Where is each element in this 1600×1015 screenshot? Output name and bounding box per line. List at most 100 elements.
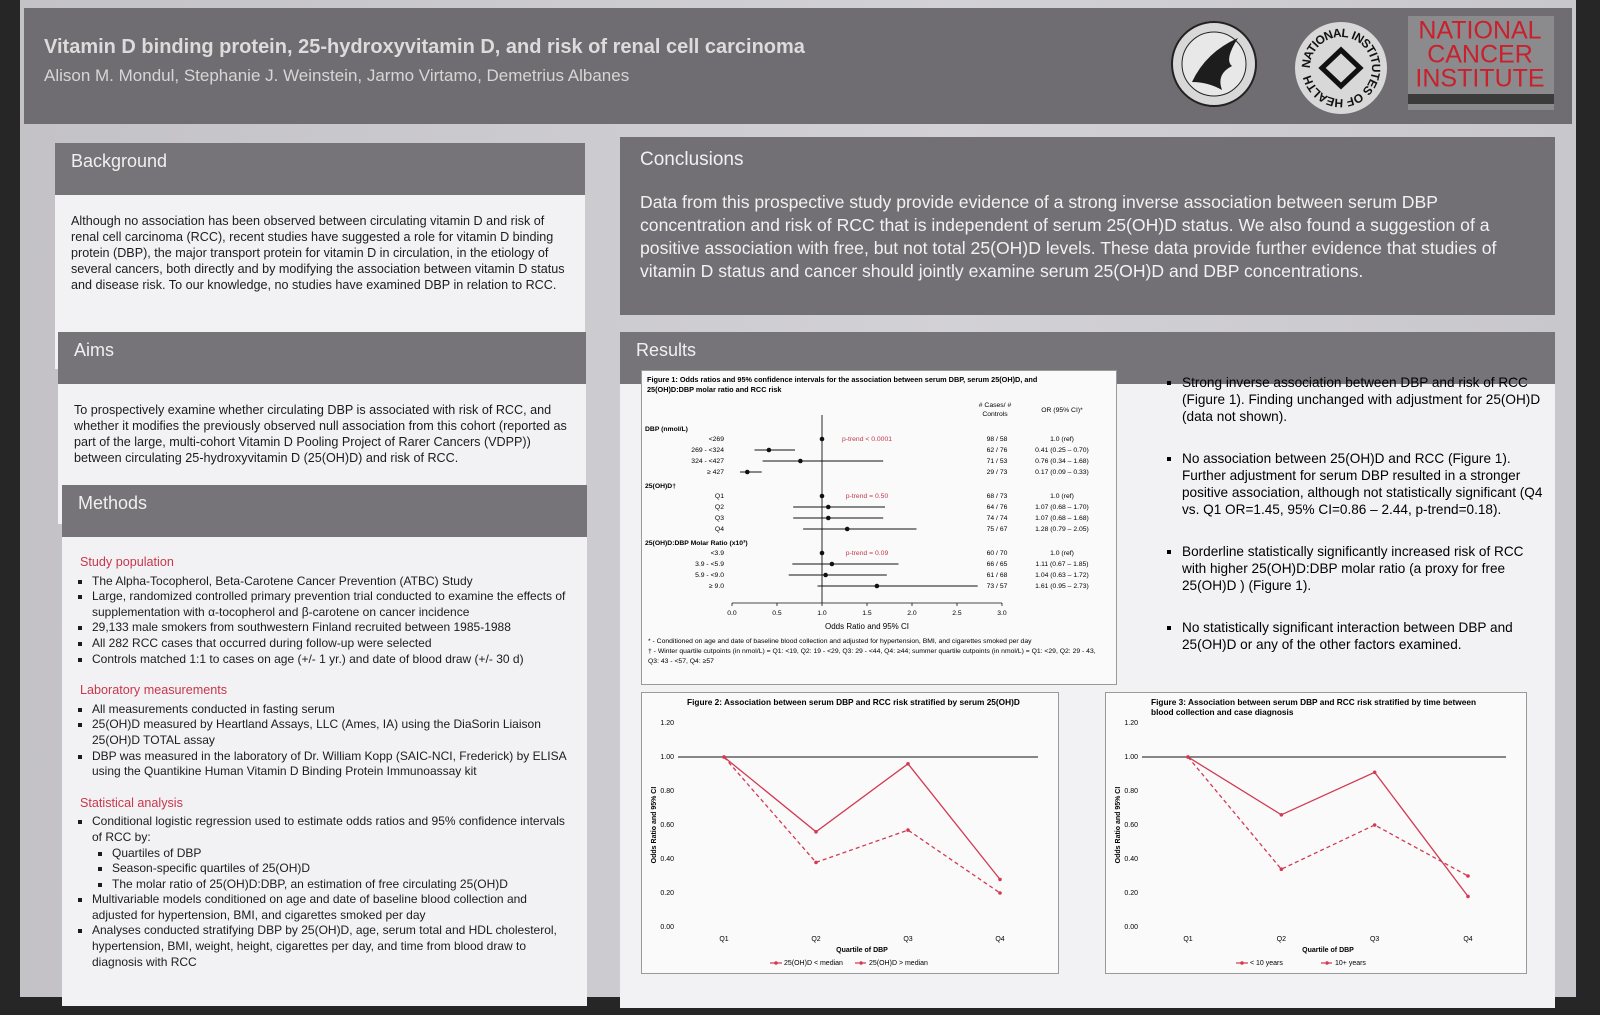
line-chart: 0.00 0.20 0.40 0.60 0.80 1.00 1.20 Q1 Q2 Q3 Q4 Quar… [1115, 720, 1506, 967]
poster-title: Vitamin D binding protein, 25-hydroxyvit… [44, 36, 805, 58]
nci-line: NATIONAL [1418, 17, 1541, 45]
x-tick-label: 0.0 [727, 610, 737, 617]
point [1466, 894, 1470, 899]
cases: 29 / 73 [987, 469, 1008, 476]
y-axis-label: Odds Ratio and 95% CI [1115, 787, 1122, 864]
x-tick-label: 3.0 [997, 610, 1007, 617]
logos: NATIONAL INSTITUTES OF HEALTH NATIONAL C… [1171, 16, 1554, 114]
group-label: 25(OH)D:DBP Molar Ratio (x10³) [645, 540, 748, 547]
conclusions-section: Conclusions Data from this prospective s… [620, 137, 1555, 315]
line-chart: 0.00 0.20 0.40 0.60 0.80 1.00 1.20 Q1 Q2 Q3 Q4 Quar… [651, 720, 1038, 967]
section-text: Data from this prospective study provide… [640, 192, 1497, 281]
x-tick-label: 2.5 [952, 610, 962, 617]
or-label: 0.76 (0.34 – 1.68) [1035, 458, 1089, 465]
legend-marker [1325, 961, 1329, 965]
cases: 68 / 73 [987, 493, 1008, 500]
bullet-item: Analyses conducted stratifying DBP by 25… [92, 923, 573, 970]
cases: 75 / 67 [987, 526, 1008, 533]
estimate-point [766, 447, 772, 453]
bullet-item: Conditional logistic regression used to … [92, 814, 573, 892]
section-heading: Background [55, 143, 585, 195]
p-trend: p-trend = 0.09 [846, 550, 889, 557]
point [1279, 813, 1284, 817]
point [1372, 823, 1377, 827]
bullet-item: Strong inverse association between DBP a… [1182, 374, 1550, 425]
row-label: Q1 [715, 493, 724, 500]
point [998, 891, 1002, 895]
bullet-item: 29,133 male smokers from southwestern Fi… [92, 620, 573, 636]
section-heading: Aims [58, 332, 586, 384]
authors: Alison M. Mondul, Stephanie J. Weinstein… [44, 66, 630, 85]
figure-title: Figure 2: Association between serum DBP … [687, 697, 1020, 707]
methods-body: Study population The Alpha-Tocopherol, Be… [62, 537, 587, 1006]
or-label: 0.41 (0.25 – 0.70) [1035, 447, 1089, 454]
legend-marker [774, 961, 778, 965]
point [814, 830, 818, 834]
or-label: 1.11 (0.67 – 1.85) [1035, 561, 1088, 568]
bullet-list: Conditional logistic regression used to … [80, 814, 573, 970]
estimate-point [829, 561, 835, 567]
figure-title: Figure 3: Association between serum DBP … [1151, 697, 1477, 717]
estimate-point [826, 504, 831, 510]
section-heading: Conclusions [640, 149, 744, 170]
x-tick-label: Q1 [1183, 936, 1192, 943]
figure-3: 0.00 0.20 0.40 0.60 0.80 1.00 1.20 Q1 Q2 Q3 Q4 Quar… [1105, 692, 1527, 974]
point [1466, 874, 1470, 878]
y-tick-label: 0.80 [660, 788, 674, 795]
column-header: # Cases/ # Controls [978, 402, 1012, 418]
footnote: † - Winter quartile cutpoints (in nmol/L… [648, 648, 1096, 665]
bullet-item: All 282 RCC cases that occurred during f… [92, 636, 573, 652]
x-tick-label: Q1 [719, 936, 728, 943]
row-label: <3.9 [711, 550, 725, 557]
bullet-item: Quartiles of DBP [112, 846, 573, 862]
cases: 62 / 76 [987, 447, 1008, 454]
estimate-point [823, 572, 828, 578]
subheading: Study population [80, 555, 174, 569]
point [1279, 867, 1284, 871]
cases: 74 / 74 [987, 515, 1008, 522]
x-axis-label: Quartile of DBP [1302, 947, 1354, 954]
y-tick-label: 1.20 [1124, 720, 1138, 727]
row-label: Q4 [715, 526, 724, 533]
nci-line: CANCER [1427, 41, 1533, 69]
bullet-item: DBP was measured in the laboratory of Dr… [92, 749, 573, 780]
x-tick-label: Q2 [811, 936, 820, 943]
y-tick-label: 0.80 [1124, 788, 1138, 795]
footnote: * - Conditioned on age and date of basel… [648, 638, 1032, 645]
bullet-list: The Alpha-Tocopherol, Beta-Carotene Canc… [80, 574, 573, 668]
bullet-item: 25(OH)D measured by Heartland Assays, LL… [92, 717, 573, 748]
or-label: 1.07 (0.68 – 1.68) [1035, 515, 1089, 522]
or-label: 0.17 (0.09 – 0.33) [1035, 469, 1089, 476]
group-label: DBP (nmol/L) [645, 426, 688, 433]
results-bullets: Strong inverse association between DBP a… [1170, 374, 1550, 678]
bullet-list: All measurements conducted in fasting se… [80, 702, 573, 780]
p-trend: p-trend < 0.0001 [842, 436, 892, 443]
cases: 98 / 58 [987, 436, 1008, 443]
y-tick-label: 0.00 [1124, 924, 1138, 931]
nci-line: INSTITUTE [1415, 65, 1544, 93]
figure-1: DBP (nmol/L) p-trend < 0.0001 <269 98 / 58 1… [641, 370, 1117, 685]
y-tick-label: 0.40 [1124, 856, 1138, 863]
or-label: 1.04 (0.63 – 1.72) [1035, 572, 1089, 579]
figure-title: Figure 1: Odds ratios and 95% confidence… [647, 375, 1038, 394]
row-label: 269 - <324 [691, 447, 724, 454]
row-label: 324 - <427 [691, 458, 724, 465]
bullet-list: Quartiles of DBPSeason-specific quartile… [92, 846, 573, 893]
point [1186, 755, 1190, 759]
cases: 61 / 68 [987, 572, 1008, 579]
column-header: OR (95% CI)* [1041, 407, 1083, 414]
y-tick-label: 0.20 [1124, 890, 1138, 897]
estimate-point [826, 515, 831, 521]
figure-2: 0.00 0.20 0.40 0.60 0.80 1.00 1.20 Q1 Q2 Q3 Q4 Quar… [641, 692, 1059, 974]
point [906, 762, 910, 766]
x-axis-label: Quartile of DBP [836, 947, 888, 954]
row-label: Q3 [715, 515, 724, 522]
hhs-logo [1171, 21, 1257, 107]
x-tick-label: Q2 [1277, 936, 1286, 943]
bullet-item: No association between 25(OH)D and RCC (… [1182, 450, 1550, 518]
x-tick-label: 1.5 [862, 610, 872, 617]
or-label: 1.61 (0.95 – 2.73) [1035, 583, 1089, 590]
legend-marker [1240, 961, 1244, 965]
row-label: ≥ 427 [707, 469, 724, 476]
